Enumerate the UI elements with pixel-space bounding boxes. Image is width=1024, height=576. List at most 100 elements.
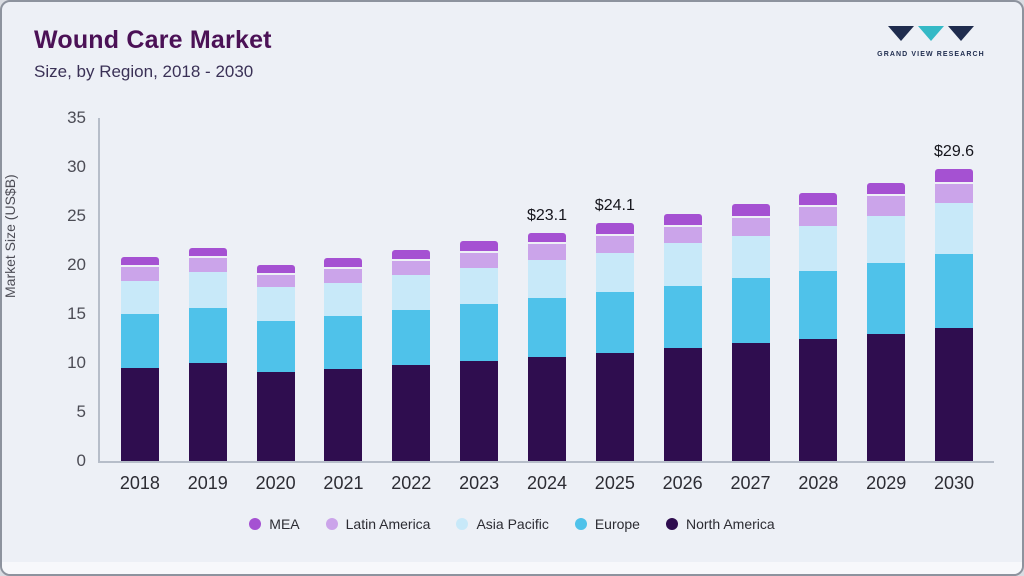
logo-shape-left <box>888 26 914 41</box>
segment-north-america-2030 <box>935 327 974 461</box>
bar-2018: 2018 <box>120 118 160 493</box>
segment-latin-america-2030 <box>935 183 974 204</box>
segment-mea-2019 <box>188 248 227 257</box>
segment-europe-2019 <box>188 308 227 363</box>
bar-2019: 2019 <box>188 118 228 493</box>
value-label-2024: $23.1 <box>526 206 568 224</box>
bar-2026: 2026 <box>663 118 703 493</box>
grand-view-research-logo: GRAND VIEW RESEARCH <box>877 26 985 58</box>
segment-north-america-2023 <box>460 361 499 461</box>
y-tick-10: 10 <box>67 353 86 372</box>
legend-dot-mea <box>249 518 262 530</box>
segment-europe-2026 <box>663 285 702 349</box>
value-label-2025: $24.1 <box>594 196 635 214</box>
bar-stack-2021 <box>324 118 363 461</box>
segment-asia-pacific-2028 <box>799 225 838 271</box>
legend-label: Asia Pacific <box>476 516 549 532</box>
y-tick-30: 30 <box>67 157 86 176</box>
segment-europe-2024 <box>527 298 566 358</box>
segment-europe-2020 <box>256 320 295 372</box>
segment-mea-2028 <box>799 193 838 206</box>
segment-asia-pacific-2019 <box>188 271 227 309</box>
x-tick-2027: 2027 <box>730 473 771 493</box>
bar-2024: $23.1 2024 <box>526 118 568 493</box>
legend-dot-europe <box>574 518 587 530</box>
segment-north-america-2029 <box>867 333 906 461</box>
bar-stack-2019 <box>188 118 227 461</box>
segment-asia-pacific-2023 <box>460 267 499 305</box>
legend-item-mea: MEA <box>249 516 300 532</box>
segment-latin-america-2028 <box>799 207 838 226</box>
y-tick-25: 25 <box>67 206 86 225</box>
segment-north-america-2027 <box>731 343 770 461</box>
legend-dot-latin-america <box>325 518 338 530</box>
legend-label: Latin America <box>345 516 431 532</box>
segment-asia-pacific-2018 <box>120 280 159 315</box>
segment-mea-2029 <box>867 182 906 195</box>
bar-stack-2024 <box>527 118 566 461</box>
segment-asia-pacific-2030 <box>935 203 974 255</box>
y-tick-0: 0 <box>76 451 86 470</box>
segment-latin-america-2020 <box>256 274 295 287</box>
segment-mea-2022 <box>392 250 431 260</box>
bar-2022: 2022 <box>391 118 431 493</box>
bar-stack-2027 <box>731 118 770 461</box>
segment-mea-2024 <box>527 232 566 243</box>
y-tick-5: 5 <box>76 402 86 421</box>
segment-europe-2027 <box>731 277 770 344</box>
segment-latin-america-2026 <box>663 226 702 244</box>
segment-latin-america-2018 <box>120 266 159 281</box>
legend-item-asia-pacific: Asia Pacific <box>456 516 549 532</box>
segment-north-america-2022 <box>392 364 431 461</box>
x-tick-2029: 2029 <box>866 473 907 493</box>
legend-item-north-america: North America <box>665 516 775 532</box>
segment-asia-pacific-2029 <box>867 216 906 264</box>
legend-dot-north-america <box>665 518 678 530</box>
logo-text: GRAND VIEW RESEARCH <box>877 51 985 58</box>
chart-legend: MEA Latin America Asia Pacific Europe North … <box>2 516 1022 532</box>
bar-2025: $24.1 2025 <box>594 118 635 493</box>
x-tick-2026: 2026 <box>662 473 703 493</box>
segment-latin-america-2021 <box>324 268 363 283</box>
y-tick-20: 20 <box>67 255 86 274</box>
footer-strip <box>2 562 1022 574</box>
segment-asia-pacific-2025 <box>595 253 634 293</box>
segment-north-america-2018 <box>120 367 159 461</box>
segment-mea-2026 <box>663 214 702 225</box>
segment-north-america-2025 <box>595 353 634 461</box>
y-tick-15: 15 <box>67 304 86 323</box>
segment-latin-america-2029 <box>867 196 906 217</box>
bar-stack-2028 <box>799 118 838 461</box>
segment-north-america-2020 <box>256 371 295 461</box>
legend-item-europe: Europe <box>574 516 640 532</box>
segment-asia-pacific-2027 <box>731 235 770 278</box>
x-tick-2025: 2025 <box>594 473 635 493</box>
segment-mea-2023 <box>460 241 499 252</box>
segment-latin-america-2024 <box>527 244 566 261</box>
logo-shape-mid <box>918 26 944 41</box>
x-tick-2030: 2030 <box>934 473 975 493</box>
bar-stack-2025 <box>595 118 634 461</box>
legend-label: North America <box>685 516 775 532</box>
segment-europe-2029 <box>867 263 906 334</box>
value-label-2030: $29.6 <box>934 142 975 160</box>
x-tick-2024: 2024 <box>526 473 568 493</box>
segment-asia-pacific-2024 <box>527 260 566 299</box>
bar-2027: 2027 <box>730 118 771 493</box>
bar-2023: 2023 <box>459 118 499 493</box>
segment-europe-2025 <box>595 292 634 354</box>
segment-latin-america-2025 <box>595 235 634 254</box>
segment-mea-2025 <box>595 222 634 234</box>
legend-dot-asia-pacific <box>456 518 469 530</box>
bar-2030: $29.6 2030 <box>934 118 975 493</box>
bar-group: 2018 2019 2020 2021 2022 2023 $23.1 2024 $24.1 20… <box>100 118 994 493</box>
bar-stack-2020 <box>256 118 295 461</box>
segment-north-america-2019 <box>188 363 227 461</box>
y-tick-35: 35 <box>67 108 86 127</box>
segment-latin-america-2027 <box>731 218 770 236</box>
segment-asia-pacific-2026 <box>663 243 702 286</box>
segment-mea-2018 <box>120 257 159 265</box>
segment-asia-pacific-2022 <box>392 274 431 311</box>
segment-north-america-2021 <box>324 368 363 461</box>
